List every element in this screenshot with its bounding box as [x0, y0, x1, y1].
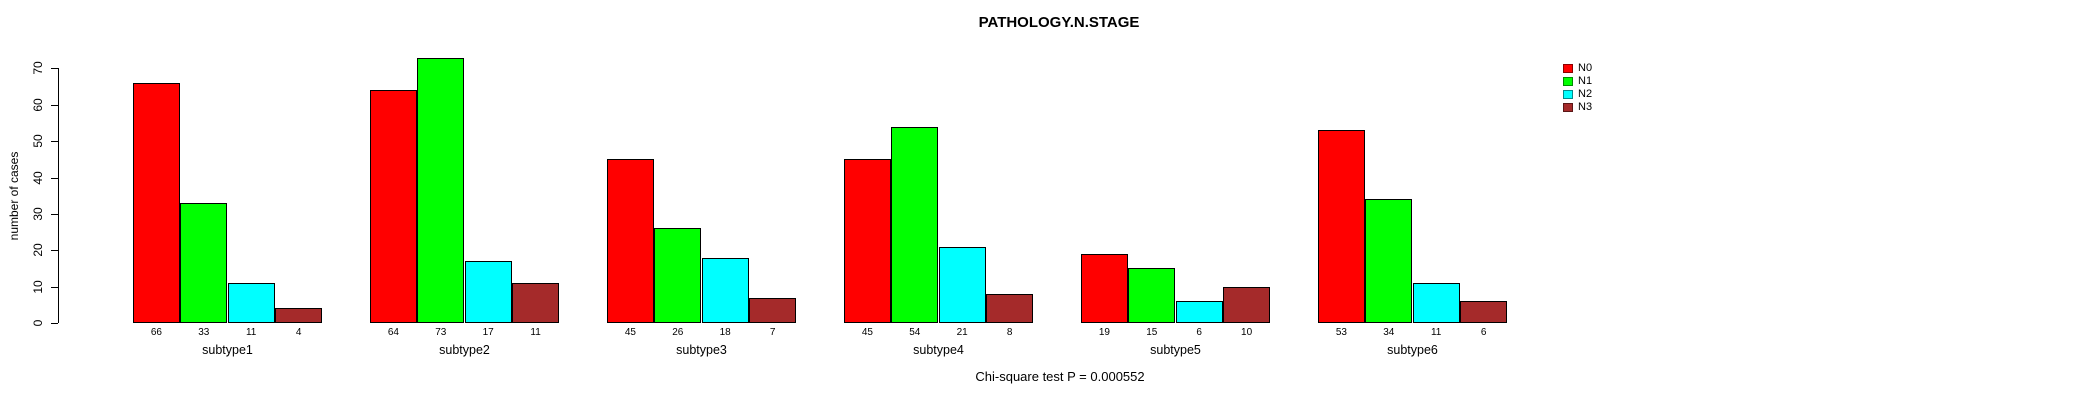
bar-subtype4-N3	[985, 293, 1034, 323]
y-axis-line	[58, 68, 59, 323]
bar-value-label: 11	[530, 327, 541, 338]
bar-subtype6-N3	[1459, 301, 1508, 323]
bar-value-label: 4	[295, 327, 302, 338]
legend-swatch-N3	[1563, 103, 1573, 112]
x-category-label: subtype4	[913, 343, 964, 357]
bar-subtype5-N1	[1128, 268, 1176, 323]
y-tick	[51, 68, 58, 70]
bar-subtype1-N1	[180, 203, 228, 323]
bar-value-label: 33	[198, 327, 210, 338]
legend-swatch-N2	[1563, 90, 1573, 99]
bar-subtype6-N2	[1412, 283, 1460, 323]
bar-value-label: 15	[1146, 327, 1158, 338]
y-axis-label: number of cases	[7, 151, 21, 241]
legend-item-N1: N1	[1563, 75, 1592, 88]
x-category-label: subtype6	[1387, 343, 1438, 357]
bar-subtype4-N0	[843, 159, 892, 323]
bar-value-label: 45	[624, 327, 636, 338]
bar-value-label: 53	[1335, 327, 1347, 338]
y-tick-label: 40	[31, 170, 45, 185]
bar-value-label: 19	[1098, 327, 1110, 338]
y-tick-label: 50	[31, 134, 45, 148]
y-tick	[51, 250, 58, 252]
bar-subtype3-N0	[606, 159, 655, 323]
y-tick	[51, 104, 58, 106]
y-tick	[51, 141, 58, 143]
bar-value-label: 10	[1241, 327, 1253, 338]
legend-item-N3: N3	[1563, 101, 1592, 114]
y-tick-label: 60	[31, 98, 45, 112]
bar-subtype1-N3	[274, 308, 323, 323]
legend-item-label: N3	[1578, 101, 1593, 113]
bar-value-label: 26	[672, 327, 684, 338]
legend-item-label: N1	[1578, 75, 1593, 87]
y-tick	[51, 177, 58, 179]
legend-item-label: N0	[1578, 62, 1593, 74]
bar-value-label: 11	[1430, 327, 1442, 338]
y-tick	[51, 213, 58, 215]
bar-value-label: 45	[861, 327, 873, 338]
bar-subtype4-N2	[938, 246, 986, 323]
bar-subtype6-N0	[1317, 130, 1366, 323]
bar-subtype3-N2	[701, 257, 749, 323]
bar-subtype2-N3	[511, 283, 560, 323]
bar-value-label: 6	[1480, 327, 1487, 338]
bar-subtype3-N3	[748, 297, 797, 323]
legend: N0 N1 N2 N3	[1563, 62, 1592, 114]
y-tick-label: 20	[31, 243, 45, 257]
bar-value-label: 21	[956, 327, 968, 338]
y-tick-label: 0	[31, 319, 45, 327]
bar-subtype5-N2	[1175, 301, 1223, 323]
bar-subtype6-N1	[1365, 199, 1413, 323]
bar-value-label: 6	[1196, 327, 1202, 338]
bar-value-label: 7	[769, 327, 776, 338]
bar-subtype3-N1	[654, 228, 702, 323]
legend-item-label: N2	[1578, 88, 1593, 100]
legend-swatch-N1	[1563, 77, 1573, 86]
chart-title: PATHOLOGY.N.STAGE	[978, 14, 1140, 31]
bar-subtype2-N1	[417, 57, 465, 323]
bar-subtype5-N3	[1222, 286, 1271, 323]
bar-subtype1-N2	[227, 283, 275, 323]
x-category-label: subtype3	[676, 343, 727, 357]
bar-value-label: 11	[245, 327, 257, 338]
x-category-label: subtype2	[439, 343, 490, 357]
bar-value-label: 18	[719, 327, 731, 338]
bar-value-label: 54	[909, 327, 921, 338]
bar-subtype4-N1	[891, 126, 939, 323]
y-tick-label: 70	[31, 61, 45, 76]
footnote: Chi-square test P = 0.000552	[975, 369, 1145, 384]
bar-value-label: 17	[482, 327, 494, 338]
x-category-label: subtype1	[202, 343, 253, 357]
bar-value-label: 8	[1006, 327, 1013, 338]
y-tick	[51, 286, 58, 288]
legend-swatch-N0	[1563, 64, 1573, 73]
bar-value-label: 73	[435, 327, 447, 338]
y-tick	[51, 323, 58, 324]
bar-value-label: 64	[387, 327, 399, 338]
x-category-label: subtype5	[1150, 343, 1201, 357]
y-tick-label: 10	[31, 279, 45, 294]
bar-subtype1-N0	[132, 83, 181, 323]
legend-item-N2: N2	[1563, 88, 1592, 101]
bar-subtype2-N0	[369, 90, 418, 323]
bar-subtype2-N2	[464, 261, 512, 323]
y-tick-label: 30	[31, 207, 45, 221]
legend-item-N0: N0	[1563, 62, 1592, 75]
bar-subtype5-N0	[1080, 253, 1129, 323]
bar-value-label: 66	[150, 327, 162, 338]
bar-value-label: 34	[1383, 327, 1395, 338]
